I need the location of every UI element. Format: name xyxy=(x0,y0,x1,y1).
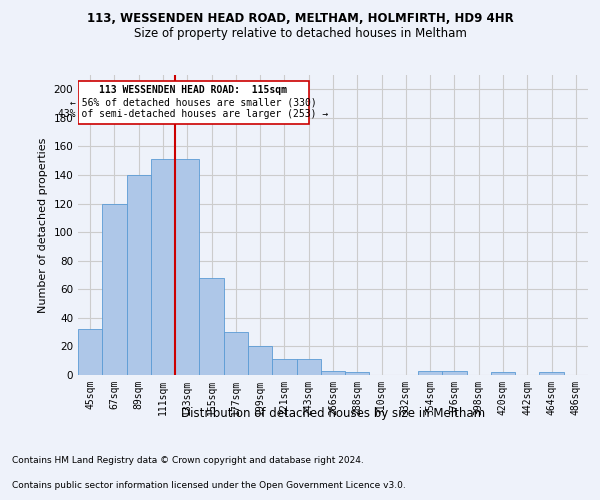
Bar xyxy=(418,370,442,375)
Text: Contains public sector information licensed under the Open Government Licence v3: Contains public sector information licen… xyxy=(12,481,406,490)
Bar xyxy=(345,372,370,375)
Text: 43% of semi-detached houses are larger (253) →: 43% of semi-detached houses are larger (… xyxy=(58,110,328,120)
Bar xyxy=(127,175,151,375)
Bar xyxy=(442,370,467,375)
Bar xyxy=(102,204,127,375)
Text: 113 WESSENDEN HEAD ROAD:  115sqm: 113 WESSENDEN HEAD ROAD: 115sqm xyxy=(100,85,287,95)
Bar xyxy=(296,360,321,375)
Bar xyxy=(248,346,272,375)
Bar xyxy=(78,330,102,375)
Bar xyxy=(491,372,515,375)
Y-axis label: Number of detached properties: Number of detached properties xyxy=(38,138,48,312)
Text: Size of property relative to detached houses in Meltham: Size of property relative to detached ho… xyxy=(134,28,466,40)
Text: Distribution of detached houses by size in Meltham: Distribution of detached houses by size … xyxy=(181,408,485,420)
Bar xyxy=(224,332,248,375)
FancyBboxPatch shape xyxy=(78,80,309,124)
Text: 113, WESSENDEN HEAD ROAD, MELTHAM, HOLMFIRTH, HD9 4HR: 113, WESSENDEN HEAD ROAD, MELTHAM, HOLMF… xyxy=(86,12,514,26)
Bar xyxy=(175,160,199,375)
Text: Contains HM Land Registry data © Crown copyright and database right 2024.: Contains HM Land Registry data © Crown c… xyxy=(12,456,364,465)
Bar xyxy=(321,370,345,375)
Text: ← 56% of detached houses are smaller (330): ← 56% of detached houses are smaller (33… xyxy=(70,98,317,108)
Bar xyxy=(539,372,564,375)
Bar xyxy=(199,278,224,375)
Bar xyxy=(151,160,175,375)
Bar xyxy=(272,360,296,375)
